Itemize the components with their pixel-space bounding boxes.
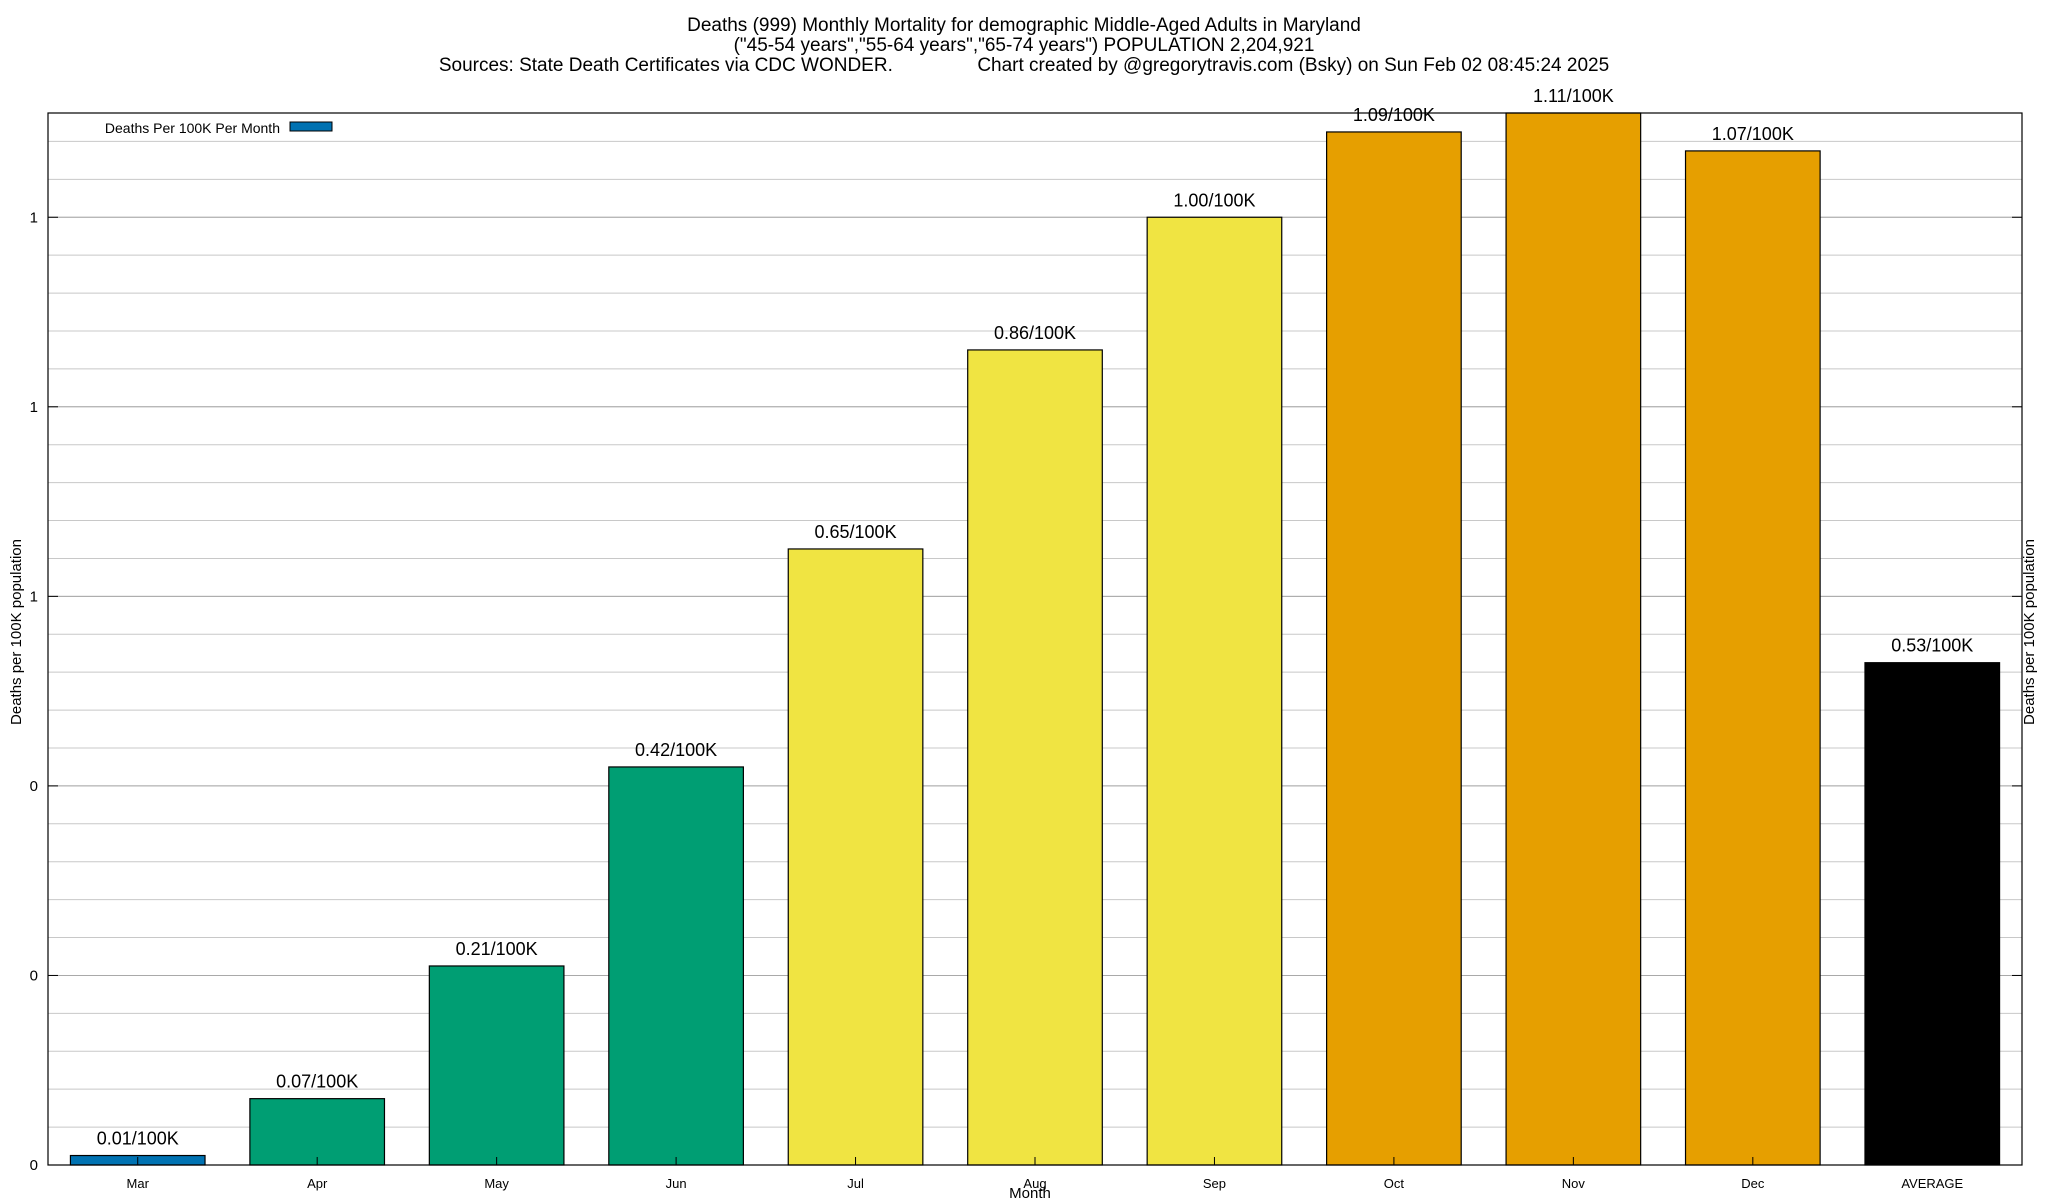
x-axis-label: Month xyxy=(1009,1185,1051,1200)
bar-apr xyxy=(249,1098,386,1166)
bar-nov xyxy=(1505,112,1642,1166)
data-label-may: 0.21/100K xyxy=(456,939,538,959)
x-tick-label: Aug xyxy=(1023,1176,1046,1191)
bar-may xyxy=(428,965,565,1166)
data-label-mar: 0.01/100K xyxy=(97,1129,179,1149)
x-tick-label: Sep xyxy=(1203,1176,1226,1191)
y-tick-label: 0 xyxy=(30,967,38,984)
legend-swatch xyxy=(289,121,333,132)
x-tick-label: AVERAGE xyxy=(1901,1176,1963,1191)
legend-label: Deaths Per 100K Per Month xyxy=(105,120,280,136)
x-tick-label: Nov xyxy=(1562,1176,1586,1191)
title-line-1: Deaths (999) Monthly Mortality for demog… xyxy=(687,15,1361,36)
data-label-nov: 1.11/100K xyxy=(1533,86,1614,106)
y-tick-label: 0 xyxy=(30,778,38,795)
legend: Deaths Per 100K Per Month xyxy=(105,120,333,136)
y-tick-label: 1 xyxy=(30,588,38,605)
bars-group xyxy=(69,112,2001,1166)
data-label-jul: 0.65/100K xyxy=(815,522,897,542)
y-axis-ticks: 0 0 0 1 1 1 xyxy=(30,209,2022,1174)
data-label-oct: 1.09/100K xyxy=(1353,105,1435,125)
y-tick-label: 1 xyxy=(30,209,38,226)
bar-sep xyxy=(1146,216,1283,1166)
data-label-sep: 1.00/100K xyxy=(1173,190,1255,210)
bar-aug xyxy=(967,349,1103,1166)
chart-title: Deaths (999) Monthly Mortality for demog… xyxy=(439,15,1609,76)
data-label-dec: 1.07/100K xyxy=(1712,124,1794,144)
x-tick-label: Jun xyxy=(666,1176,687,1191)
x-tick-label: Jul xyxy=(847,1176,864,1191)
title-line-3: Sources: State Death Certificates via CD… xyxy=(439,55,1609,76)
x-tick-label: May xyxy=(484,1176,509,1191)
data-label-jun: 0.42/100K xyxy=(635,740,717,760)
bar-oct xyxy=(1326,131,1462,1166)
y-tick-label: 0 xyxy=(30,1157,38,1174)
y2-axis-label: Deaths per 100K population xyxy=(2021,539,2038,725)
title-line-2: ("45-54 years","55-64 years","65-74 year… xyxy=(734,35,1315,56)
y-axis-label: Deaths per 100K population xyxy=(8,539,25,725)
data-label-aug: 0.86/100K xyxy=(994,323,1076,343)
x-tick-label: Oct xyxy=(1384,1176,1405,1191)
bar-average xyxy=(1864,662,2001,1166)
bar-data-labels: 0.01/100K 0.07/100K 0.21/100K 0.42/100K 0.65… xyxy=(97,86,1974,1149)
bar-jul xyxy=(787,548,924,1166)
x-tick-label: Mar xyxy=(127,1176,150,1191)
y-tick-label: 1 xyxy=(30,399,38,416)
x-tick-label: Apr xyxy=(307,1176,328,1191)
bar-dec xyxy=(1684,150,1821,1166)
x-tick-label: Dec xyxy=(1741,1176,1765,1191)
bar-jun xyxy=(608,766,744,1166)
data-label-average: 0.53/100K xyxy=(1891,636,1973,656)
x-axis-ticks: Mar Apr May Jun Jul Aug Sep Oct Nov Dec AVERAGE xyxy=(127,1157,1964,1191)
data-label-apr: 0.07/100K xyxy=(276,1072,358,1092)
